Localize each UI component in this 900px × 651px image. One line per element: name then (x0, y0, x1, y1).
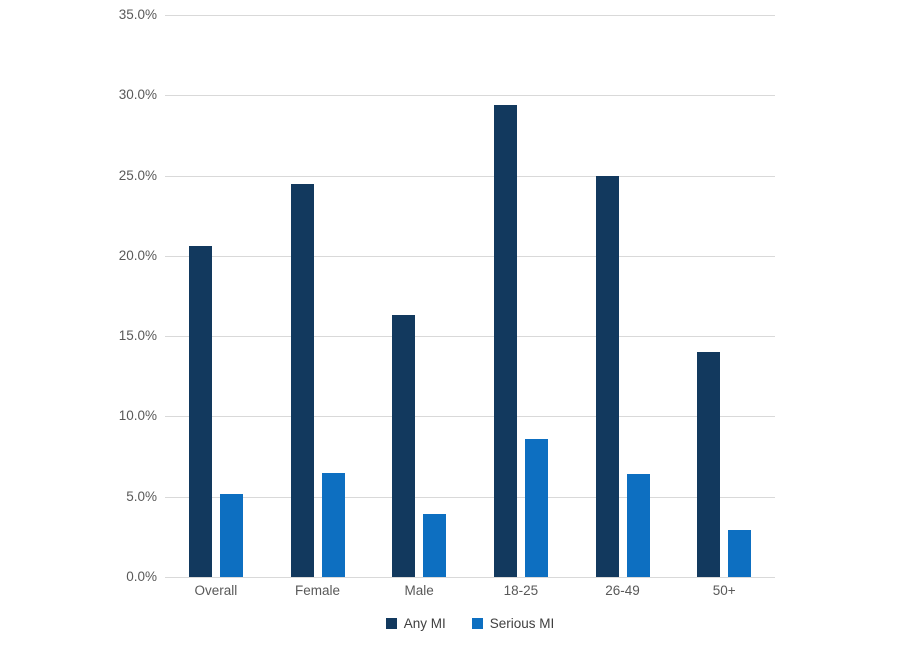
bar-serious-mi-male (423, 514, 447, 577)
y-tick-label: 30.0% (118, 87, 157, 103)
legend-label: Serious MI (489, 616, 555, 631)
x-tick-label-50-: 50+ (712, 583, 736, 598)
gridline-5.0% (165, 496, 775, 498)
y-axis: 35.0% 30.0% 25.0% 20.0% 15.0% 10.0% 5.0% 0.0% (0, 0, 157, 651)
gridline-30.0% (165, 95, 775, 97)
bar-any-mi-18-25 (493, 104, 517, 577)
bar-groups (165, 15, 775, 577)
legend-item-serious-mi: Serious MI (471, 616, 555, 631)
bar-any-mi-overall (188, 246, 212, 577)
x-tick-label-26-49: 26-49 (605, 583, 640, 598)
gridline-20.0% (165, 255, 775, 257)
plot-area (165, 15, 775, 578)
gridline-15.0% (165, 336, 775, 338)
bar-group-male (368, 15, 470, 577)
bar-serious-mi-female (321, 472, 345, 577)
bar-serious-mi-26-49 (626, 474, 650, 577)
gridline-35.0% (165, 15, 775, 16)
bar-any-mi-female (290, 183, 314, 577)
bar-group-overall (165, 15, 267, 577)
x-tick-label-overall: Overall (194, 583, 238, 598)
bar-serious-mi-50- (728, 530, 752, 577)
y-tick-label: 5.0% (126, 488, 157, 504)
x-axis: Overall Female Male 18-25 26-49 50+ (165, 583, 775, 598)
y-tick-label: 25.0% (118, 167, 157, 183)
x-tick-label-18-25: 18-25 (503, 583, 539, 598)
y-tick-label: 15.0% (118, 328, 157, 344)
legend-item-any-mi: Any MI (385, 616, 446, 631)
bar-group-50- (673, 15, 775, 577)
legend-swatch-icon (385, 618, 397, 629)
y-tick-label: 20.0% (118, 247, 157, 263)
gridline-0.0% (165, 577, 775, 578)
x-tick-label-female: Female (295, 583, 341, 598)
bar-serious-mi-overall (219, 493, 243, 577)
y-tick-label: 35.0% (118, 7, 157, 22)
gridline-10.0% (165, 416, 775, 418)
y-tick-label: 10.0% (118, 408, 157, 424)
legend-label: Any MI (403, 616, 446, 631)
x-tick-label-male: Male (404, 583, 434, 598)
legend-swatch-icon (471, 618, 483, 629)
bar-group-female (267, 15, 369, 577)
bar-any-mi-26-49 (595, 175, 619, 577)
legend: Any MI Serious MI (165, 616, 775, 631)
gridline-25.0% (165, 175, 775, 177)
bar-group-26-49 (572, 15, 674, 577)
bar-any-mi-male (392, 315, 416, 577)
bar-serious-mi-18-25 (524, 438, 548, 577)
bar-group-18-25 (470, 15, 572, 577)
bar-any-mi-50- (697, 352, 721, 577)
y-tick-label: 0.0% (126, 569, 157, 584)
